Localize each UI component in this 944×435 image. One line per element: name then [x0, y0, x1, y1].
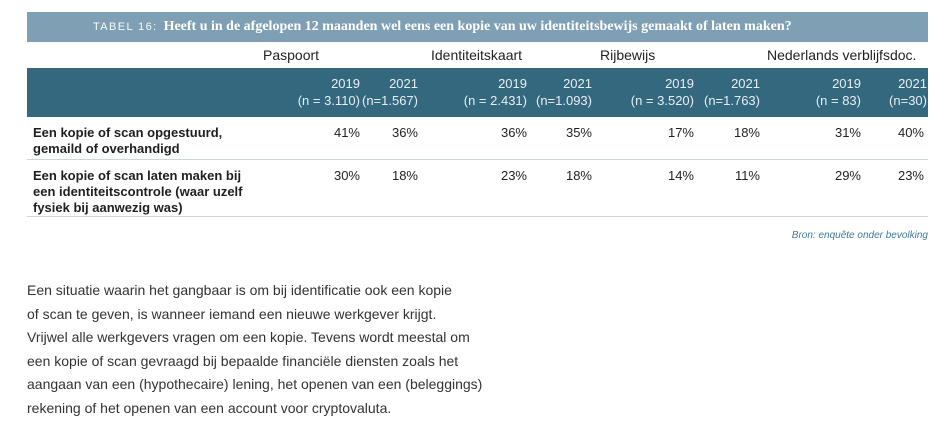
- table-cell: 18%: [391, 168, 418, 183]
- year-header-cell: 2021 (n=1.093): [536, 75, 592, 109]
- paragraph-line: aangaan van een (hypothecaire) lening, h…: [27, 376, 483, 393]
- table-row: Een kopie of scan opgestuurd, gemaild of…: [27, 117, 928, 160]
- paragraph-line: Een situatie waarin het gangbaar is om b…: [27, 282, 452, 298]
- sample-size: (n = 3.520): [630, 93, 694, 108]
- table-label: TABEL 16:: [93, 21, 158, 33]
- table-cell: 30%: [333, 168, 360, 183]
- year-label: 2021: [563, 76, 592, 91]
- table-cell: 29%: [834, 168, 861, 183]
- year-label: 2019: [498, 76, 527, 91]
- paragraph-line: Vrijwel alle werkgevers vragen om een ko…: [27, 329, 470, 346]
- table-cell: 11%: [734, 168, 760, 183]
- row-label-line: een identiteitscontrole (waar uzelf: [33, 184, 243, 199]
- year-header-cell: 2019 (n = 3.110): [298, 75, 360, 109]
- table-cell: 35%: [565, 125, 592, 140]
- paragraph-line: een kopie of scan gevraagd bij bepaalde …: [27, 352, 459, 369]
- paragraph-line: of scan te geven, is wanneer iemand een …: [27, 305, 437, 322]
- year-header-row: 2019 (n = 3.110) 2021 (n=1.567) 2019 (n …: [27, 68, 928, 117]
- table-cell: 23%: [500, 168, 527, 183]
- sample-size: (n=1.763): [703, 93, 760, 108]
- table-cell: 36%: [391, 125, 418, 140]
- table-cell: 40%: [897, 125, 924, 140]
- year-header-cell: 2021 (n=1.763): [704, 75, 760, 109]
- table-cell: 31%: [834, 125, 861, 140]
- sample-size: (n = 2.431): [463, 93, 527, 108]
- year-header-cell: 2019 (n = 83): [816, 75, 861, 109]
- row-label: Een kopie of scan opgestuurd, gemaild of…: [33, 125, 258, 157]
- table-row: Een kopie of scan laten maken bij een id…: [27, 160, 928, 217]
- group-header-paspoort: Paspoort: [263, 47, 320, 63]
- row-label-line: Een kopie of scan opgestuurd,: [33, 125, 223, 140]
- table-cell: 18%: [733, 125, 760, 140]
- sample-size: (n = 3.110): [297, 93, 360, 108]
- group-header-rijbewijs: Rijbewijs: [600, 47, 656, 63]
- table-cell: 18%: [565, 168, 592, 183]
- body-paragraph: Een situatie waarin het gangbaar is om b…: [27, 279, 497, 421]
- sample-size: (n=30): [889, 93, 927, 108]
- year-header-cell: 2021 (n=1.567): [362, 75, 418, 109]
- year-label: 2021: [389, 76, 418, 91]
- year-label: 2021: [898, 76, 927, 91]
- row-label: Een kopie of scan laten maken bij een id…: [33, 168, 258, 216]
- document-type-header-row: Paspoort Identiteitskaart Rijbewijs Nede…: [27, 42, 928, 68]
- year-label: 2019: [832, 76, 861, 91]
- year-header-cell: 2019 (n = 2.431): [464, 75, 527, 109]
- group-header-identiteitskaart: Identiteitskaart: [431, 47, 523, 63]
- sample-size: (n=1.093): [535, 93, 592, 108]
- group-header-verblijfsdoc: Nederlands verblijfsdoc.: [767, 47, 917, 63]
- year-header-cell: 2021 (n=30): [889, 75, 927, 109]
- survey-table: TABEL 16: Heeft u in de afgelopen 12 maa…: [27, 12, 928, 241]
- table-title-bar: TABEL 16: Heeft u in de afgelopen 12 maa…: [27, 12, 928, 42]
- row-label-line: Een kopie of scan laten maken bij: [33, 168, 242, 183]
- sample-size: (n=1.567): [361, 93, 418, 108]
- paragraph-line: rekening of het openen van een account v…: [27, 399, 392, 416]
- row-label-line: gemaild of overhandigd: [33, 141, 180, 156]
- row-label-line: fysiek bij aanwezig was): [33, 200, 183, 215]
- year-header-cell: 2019 (n = 3.520): [631, 75, 694, 109]
- source-note: Bron: enquête onder bevolking: [791, 230, 928, 241]
- year-label: 2021: [731, 76, 760, 91]
- table-cell: 17%: [667, 125, 694, 140]
- year-label: 2019: [665, 76, 694, 91]
- table-title: Heeft u in de afgelopen 12 maanden wel e…: [163, 19, 792, 34]
- sample-size: (n = 83): [815, 93, 861, 108]
- table-cell: 14%: [667, 168, 694, 183]
- table-cell: 36%: [500, 125, 527, 140]
- table-cell: 41%: [333, 125, 360, 140]
- year-label: 2019: [331, 76, 360, 91]
- table-cell: 23%: [897, 168, 924, 183]
